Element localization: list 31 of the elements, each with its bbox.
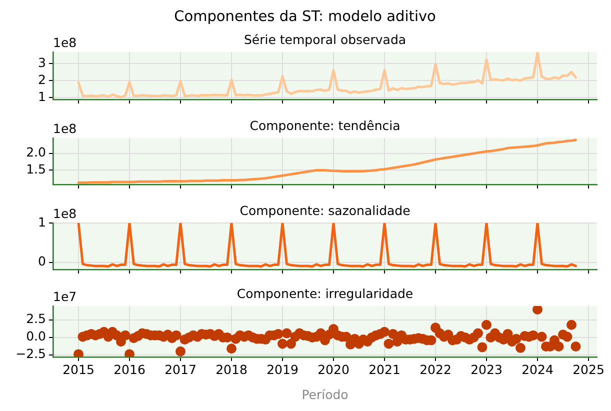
chart-title: Componente: sazonalidade (240, 203, 411, 218)
x-tick-label: 2024 (522, 362, 554, 377)
x-tick-label: 2019 (266, 362, 298, 377)
x-tick-label: 2015 (62, 362, 94, 377)
y-tick-label: 2.0 (26, 144, 46, 160)
y-tick-label: 1.5 (26, 161, 46, 176)
x-tick-label: 2022 (420, 362, 452, 377)
text: 1e8 (53, 121, 77, 136)
x-tick-label: 2021 (368, 362, 400, 377)
x-tick-label: 2023 (470, 362, 502, 377)
x-tick-label: 2018 (216, 362, 248, 377)
y-tick-label: 1 (38, 88, 46, 104)
y-tick-label: 1 (38, 214, 46, 230)
x-tick-label: 2020 (318, 362, 350, 377)
chart-subtitle: Série temporal observada (244, 32, 406, 47)
chart-title: Componente: tendência (250, 118, 400, 133)
x-tick-label: 2025 (572, 362, 604, 377)
y-tick-label: 3 (38, 54, 46, 70)
chart-title: Componente: irregularidade (236, 286, 414, 301)
text: 1e8 (53, 35, 77, 50)
y-tick-label: −2.5 (16, 346, 46, 362)
y-tick-label: 2.5 (26, 311, 46, 326)
text: 1e7 (53, 289, 77, 304)
x-tick-label: 2017 (164, 362, 196, 377)
chart-title: Componentes da ST: modelo aditivo (174, 8, 436, 25)
x-axis-title: Período (302, 386, 348, 402)
y-tick-label: 2 (38, 72, 46, 87)
y-tick-label: 0 (38, 254, 46, 269)
text: 1e8 (53, 206, 77, 221)
x-tick-label: 2016 (114, 362, 146, 377)
y-tick-label: 0.0 (26, 328, 46, 344)
